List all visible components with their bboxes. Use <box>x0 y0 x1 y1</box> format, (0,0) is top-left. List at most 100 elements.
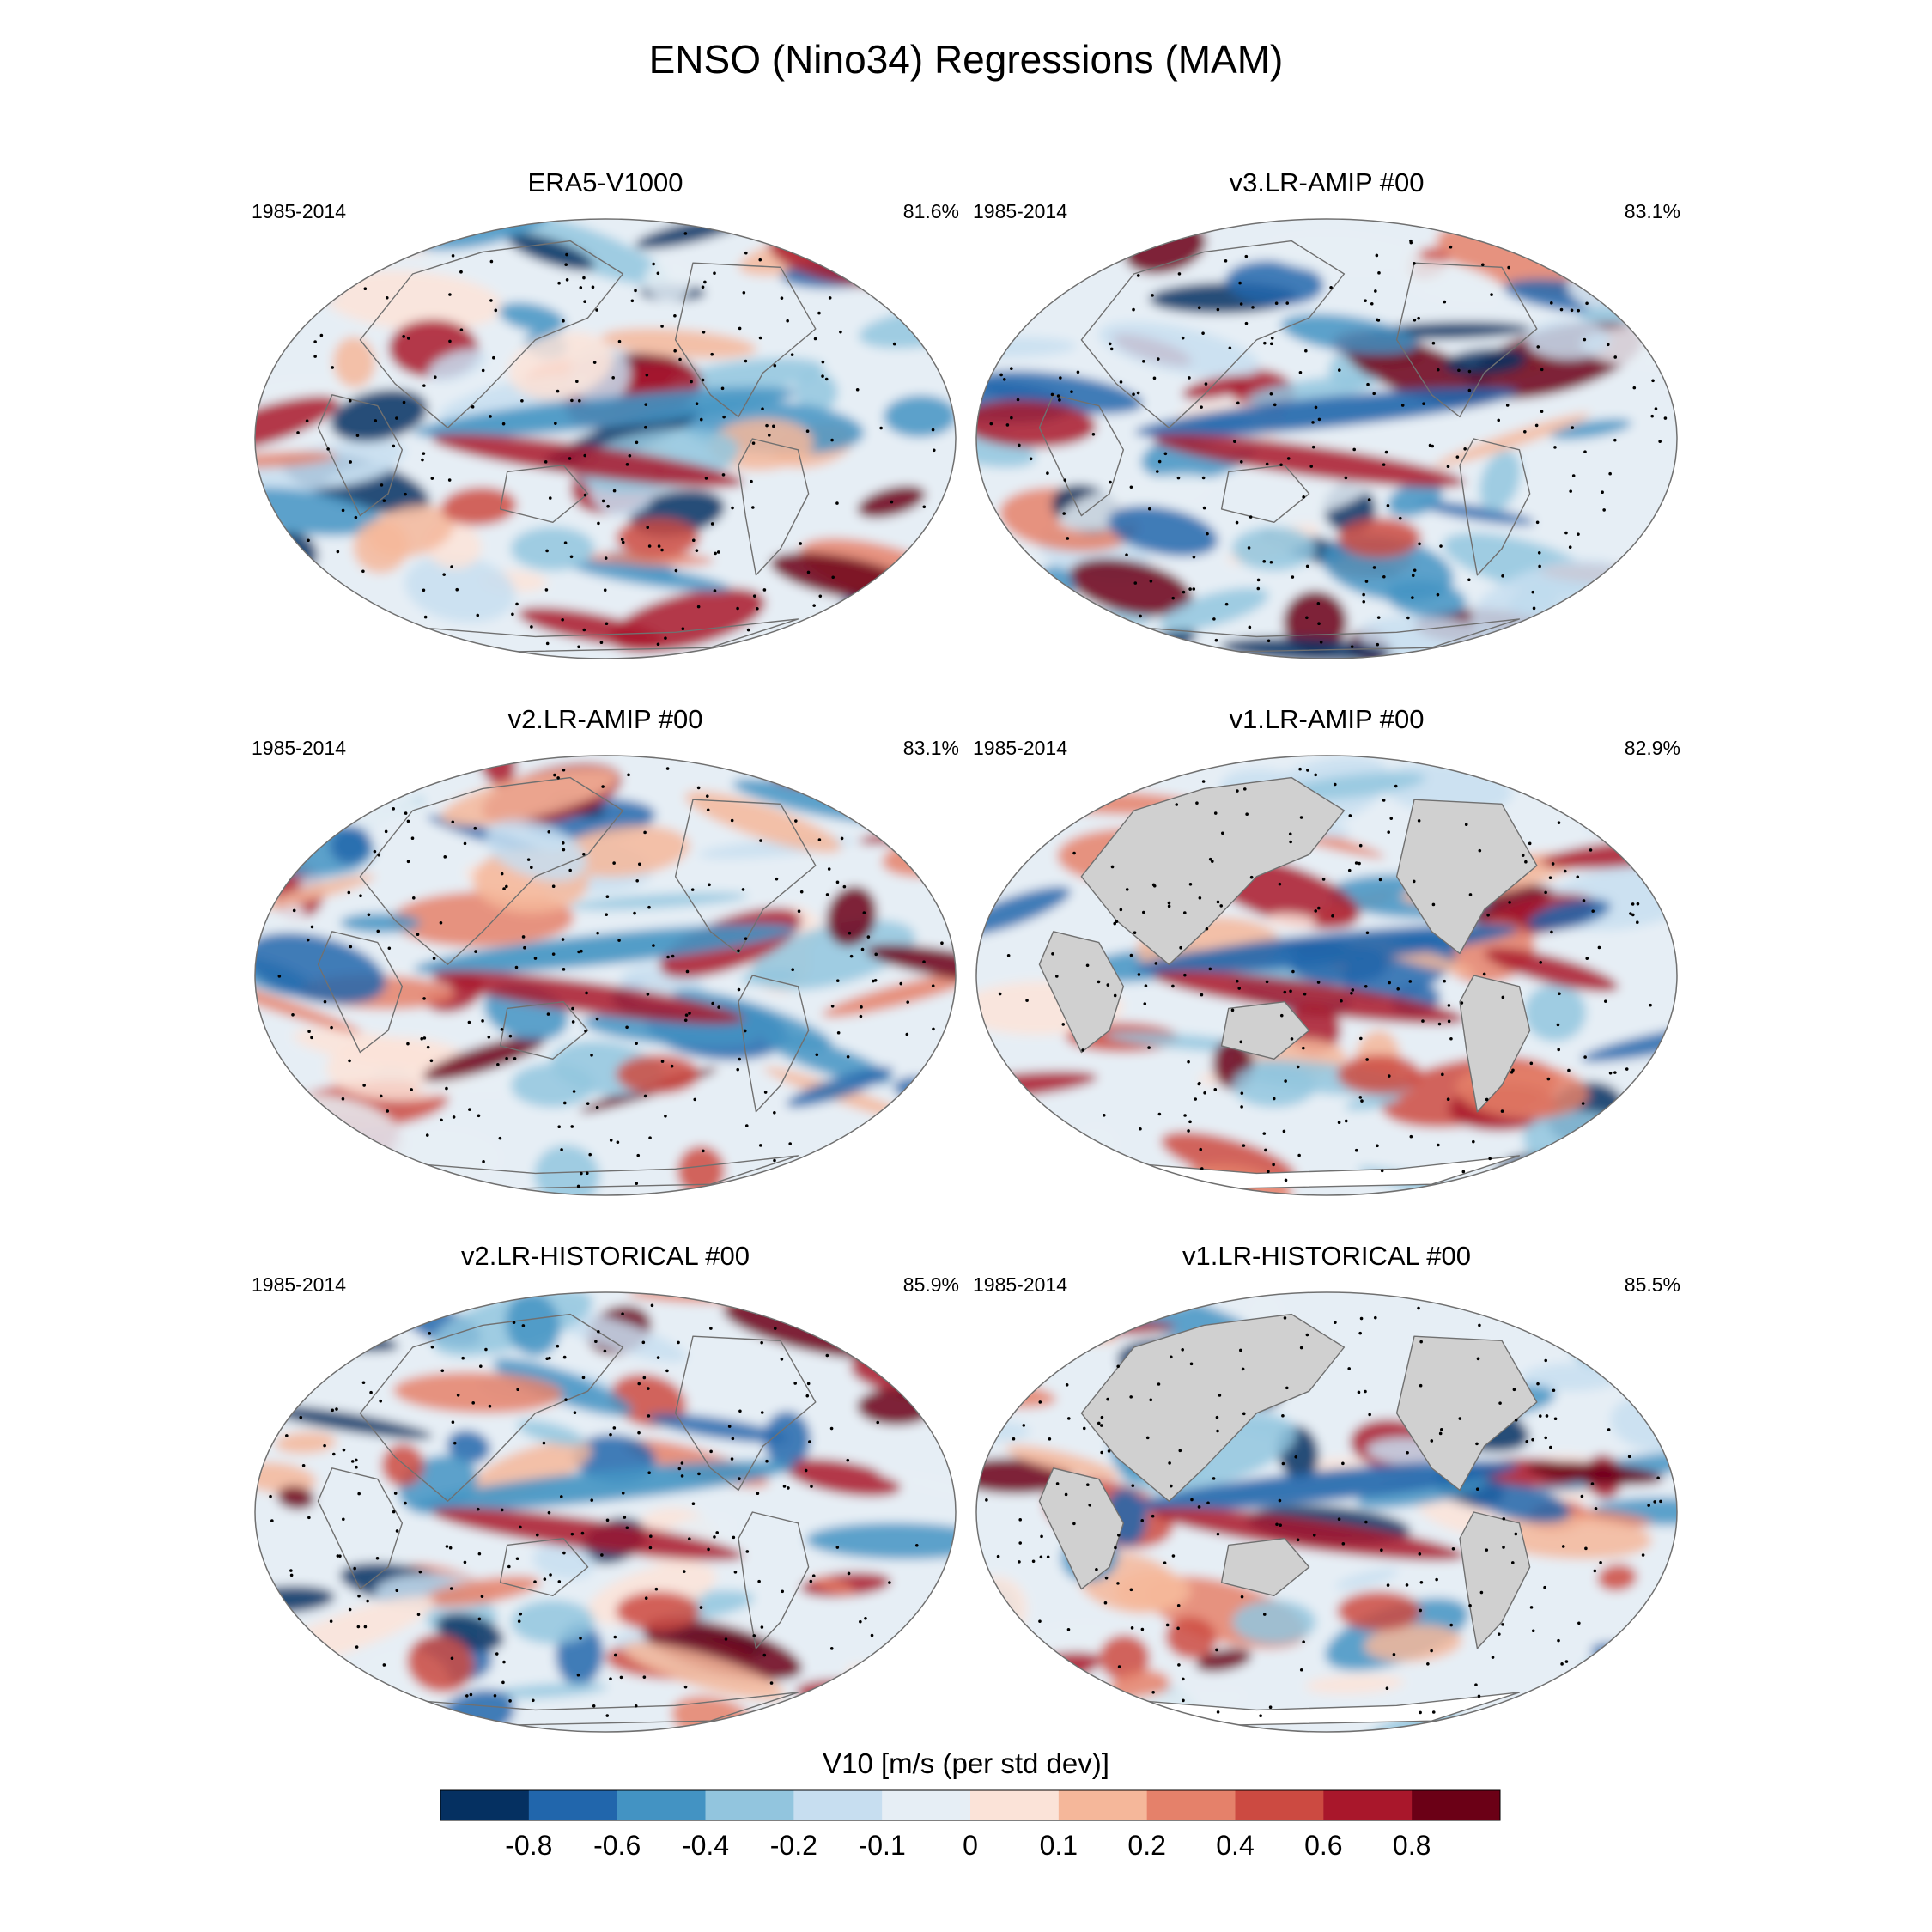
significance-dot <box>463 841 467 846</box>
significance-dot <box>1171 984 1175 988</box>
significance-dot <box>530 625 533 629</box>
significance-dot <box>580 949 583 953</box>
significance-dot <box>1358 1096 1363 1099</box>
significance-dot <box>477 1114 481 1118</box>
significance-dot <box>765 1459 769 1463</box>
significance-dot <box>1380 1548 1383 1552</box>
significance-dot <box>1236 979 1239 983</box>
significance-dot <box>1100 1450 1103 1455</box>
significance-dot <box>646 526 650 530</box>
significance-dot <box>326 447 330 451</box>
significance-dot <box>1467 369 1472 374</box>
significance-dot <box>562 968 566 971</box>
significance-dot <box>1368 1413 1371 1417</box>
field-contour <box>1068 558 1193 617</box>
field-contour <box>532 1543 596 1580</box>
significance-dot <box>1449 1623 1453 1627</box>
significance-dot <box>1474 1683 1478 1686</box>
significance-dot <box>705 794 709 798</box>
significance-dot <box>562 841 565 845</box>
significance-dot <box>310 1036 313 1040</box>
coastline <box>738 1511 810 1649</box>
significance-dot <box>1583 337 1587 342</box>
significance-dot <box>1409 1134 1413 1139</box>
significance-dot <box>1299 1668 1303 1672</box>
significance-dot <box>821 374 824 378</box>
significance-dot <box>1650 414 1654 418</box>
significance-dot <box>644 403 648 406</box>
significance-dot <box>1376 318 1379 322</box>
significance-dot <box>612 489 617 493</box>
significance-dot <box>601 785 605 788</box>
field-contour <box>276 1485 315 1510</box>
significance-dot <box>1382 463 1386 466</box>
field-contour <box>510 526 595 571</box>
significance-dot <box>1216 1710 1220 1714</box>
significance-dot <box>817 311 821 315</box>
significance-dot <box>1584 1546 1588 1551</box>
significance-dot <box>1262 1613 1267 1616</box>
significance-dot <box>519 1612 523 1616</box>
significance-dot <box>453 1441 457 1445</box>
significance-dot <box>1176 1603 1181 1607</box>
significance-dot <box>759 839 762 842</box>
field-contour <box>805 1522 956 1560</box>
significance-dot <box>569 555 574 559</box>
significance-dot <box>1204 382 1208 386</box>
significance-dot <box>489 415 492 418</box>
field-contour <box>1470 559 1626 638</box>
significance-dot <box>410 836 415 841</box>
significance-dot <box>701 285 705 289</box>
field-contour <box>1158 587 1269 631</box>
significance-dot <box>678 357 682 361</box>
significance-dot <box>1269 392 1273 396</box>
significance-dot <box>642 1376 647 1380</box>
significance-dot <box>742 290 746 295</box>
significance-dot <box>758 1144 762 1147</box>
significance-dot <box>647 1471 651 1475</box>
significance-dot <box>576 1184 580 1188</box>
significance-dot <box>1350 991 1353 995</box>
significance-dot <box>564 263 568 267</box>
significance-dot <box>1114 1546 1117 1550</box>
significance-dot <box>1551 862 1555 866</box>
significance-dot <box>722 415 726 419</box>
significance-dot <box>1437 368 1440 372</box>
significance-dot <box>1389 817 1394 820</box>
colorbar-swatch <box>970 1790 1060 1820</box>
significance-dot <box>637 1382 641 1386</box>
significance-dot <box>1552 1388 1556 1393</box>
field-contour <box>684 791 841 853</box>
significance-dot <box>307 1030 311 1034</box>
significance-dot <box>1107 1449 1111 1453</box>
significance-dot <box>752 1634 756 1637</box>
significance-dot <box>1188 1120 1192 1124</box>
field-contour <box>1152 970 1466 1024</box>
significance-dot <box>277 975 282 978</box>
field-contour <box>1247 375 1381 405</box>
significance-dot <box>1412 879 1416 884</box>
significance-dot <box>1386 504 1390 507</box>
significance-dot <box>1398 516 1402 520</box>
significance-dot <box>1366 382 1370 386</box>
field-contour <box>569 892 749 910</box>
significance-dot <box>1248 625 1252 629</box>
coastline <box>1080 240 1346 428</box>
significance-dot <box>573 1411 577 1415</box>
significance-dot <box>1443 300 1447 304</box>
significance-dot <box>1329 285 1333 289</box>
significance-dot <box>1627 1455 1631 1459</box>
significance-dot <box>546 1012 550 1016</box>
significance-dot <box>1392 1652 1396 1656</box>
significance-dot <box>1082 1426 1086 1431</box>
panel-pattern-correlation: 83.1% <box>902 737 959 759</box>
significance-dot <box>1593 1569 1597 1573</box>
field-contour <box>330 826 372 865</box>
significance-dot <box>1085 1483 1090 1487</box>
significance-dot <box>761 407 764 410</box>
significance-dot <box>605 895 610 899</box>
significance-dot <box>1651 379 1655 383</box>
panel-title: v1.LR-AMIP #00 <box>1229 704 1425 734</box>
significance-dot <box>1431 444 1435 448</box>
field-contour <box>498 302 566 333</box>
